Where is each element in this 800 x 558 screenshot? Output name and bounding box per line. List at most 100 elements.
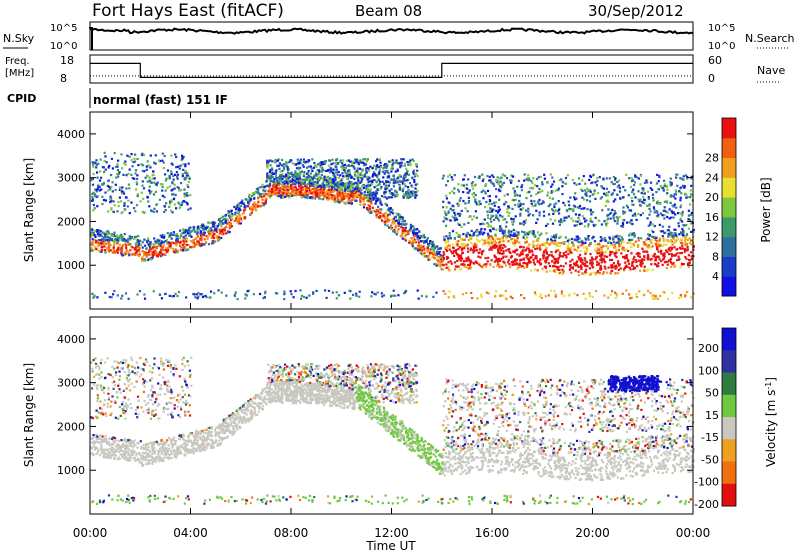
range-cell	[544, 178, 546, 180]
range-cell	[510, 182, 512, 184]
range-cell	[407, 186, 409, 188]
range-cell	[446, 206, 448, 208]
range-cell	[131, 153, 133, 155]
range-cell	[482, 233, 484, 235]
range-cell	[406, 170, 408, 172]
range-cell	[589, 200, 591, 202]
range-cell	[402, 190, 404, 192]
range-cell	[461, 184, 463, 186]
range-cell	[403, 197, 405, 199]
range-cell	[569, 239, 571, 241]
range-cell	[569, 197, 571, 199]
range-cell	[152, 246, 154, 248]
range-cell	[111, 158, 113, 160]
range-cell	[509, 179, 511, 181]
range-cell	[680, 232, 682, 234]
range-cell	[163, 236, 165, 238]
range-cell	[550, 186, 552, 188]
range-cell	[446, 267, 448, 269]
range-cell	[565, 183, 567, 185]
range-cell	[261, 202, 263, 204]
range-cell	[654, 211, 656, 213]
range-cell	[653, 236, 655, 238]
range-cell	[416, 194, 418, 196]
range-cell	[459, 246, 461, 248]
range-cell	[639, 183, 641, 185]
range-cell	[195, 237, 197, 239]
range-cell	[676, 174, 678, 176]
range-cell	[517, 267, 519, 269]
range-cell	[491, 209, 493, 211]
range-cell	[156, 210, 158, 212]
range-cell	[245, 205, 247, 207]
range-cell	[214, 240, 216, 242]
range-cell	[611, 259, 613, 261]
range-cell	[582, 215, 584, 217]
range-cell	[439, 261, 441, 263]
range-cell	[188, 181, 190, 183]
range-cell	[423, 242, 425, 244]
range-cell	[443, 236, 445, 238]
range-cell	[677, 212, 679, 214]
range-cell	[253, 198, 255, 200]
range-cell	[596, 180, 598, 182]
range-cell	[489, 199, 491, 201]
range-cell	[338, 171, 340, 173]
range-cell	[600, 265, 602, 267]
range-cell	[684, 248, 686, 250]
range-cell	[606, 256, 608, 258]
range-cell	[614, 244, 616, 246]
range-cell	[365, 185, 367, 187]
range-cell	[674, 254, 676, 256]
range-cell	[504, 218, 506, 220]
range-cell	[137, 235, 139, 237]
range-cell	[177, 178, 179, 180]
range-cell	[292, 162, 294, 164]
range-cell	[644, 182, 646, 184]
range-cell	[502, 247, 504, 249]
range-cell	[99, 170, 101, 172]
range-cell	[559, 272, 561, 274]
range-cell	[118, 173, 120, 175]
range-cell	[640, 214, 642, 216]
range-cell	[324, 176, 326, 178]
range-cell	[112, 235, 114, 237]
range-cell	[296, 175, 298, 177]
range-cell	[460, 197, 462, 199]
range-cell	[261, 186, 263, 188]
range-cell	[667, 261, 669, 263]
range-cell	[321, 163, 323, 165]
range-cell	[570, 217, 572, 219]
range-cell	[472, 249, 474, 251]
range-cell	[596, 177, 598, 179]
range-cell	[528, 251, 530, 253]
range-cell	[364, 203, 366, 205]
range-cell	[97, 232, 99, 234]
range-cell	[331, 184, 333, 186]
range-cell	[165, 209, 167, 211]
range-cell	[371, 183, 373, 185]
range-cell	[654, 259, 656, 261]
range-cell	[684, 251, 686, 253]
range-cell	[372, 207, 374, 209]
range-cell	[142, 247, 144, 249]
range-cell	[581, 197, 583, 199]
range-cell	[320, 188, 322, 190]
range-cell	[384, 218, 386, 220]
range-cell	[467, 256, 469, 258]
range-cell	[117, 248, 119, 250]
range-cell	[405, 227, 407, 229]
range-cell	[271, 188, 273, 190]
range-cell	[109, 188, 111, 190]
range-cell	[153, 211, 155, 213]
range-cell	[468, 216, 470, 218]
range-cell	[350, 203, 352, 205]
range-cell	[307, 172, 309, 174]
range-cell	[409, 159, 411, 161]
range-cell	[657, 214, 659, 216]
range-cell	[350, 181, 352, 183]
range-cell	[427, 237, 429, 239]
range-cell	[507, 193, 509, 195]
range-cell	[486, 175, 488, 177]
range-cell	[666, 239, 668, 241]
